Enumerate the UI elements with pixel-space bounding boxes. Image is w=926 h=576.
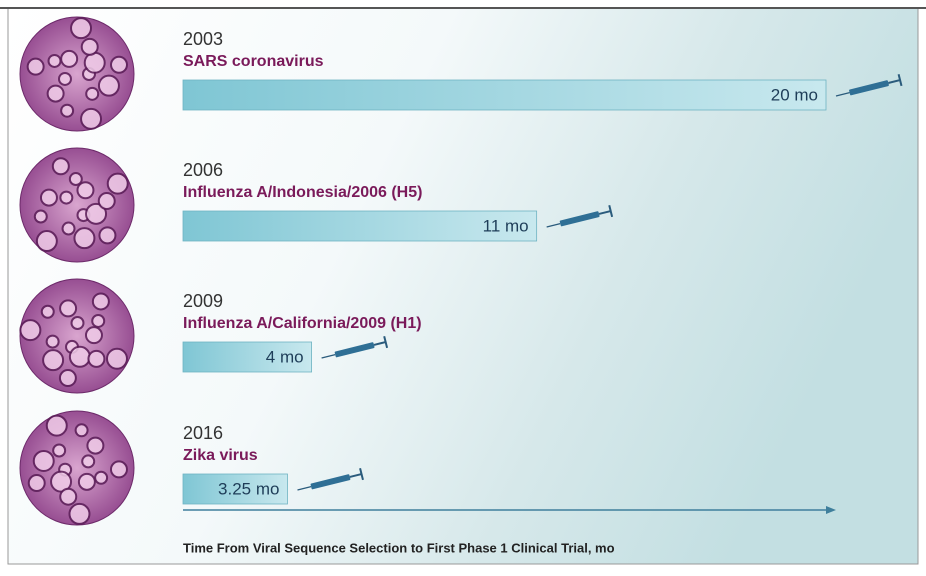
value-label: 3.25 mo xyxy=(218,479,279,498)
micrograph-particle xyxy=(99,76,119,96)
micrograph-particle xyxy=(34,451,54,471)
year-label: 2009 xyxy=(183,291,223,311)
micrograph-particle xyxy=(61,51,77,67)
micrograph-particle xyxy=(70,347,90,367)
micrograph-particle xyxy=(108,174,128,194)
micrograph-particle xyxy=(61,105,73,117)
micrograph-particle xyxy=(69,504,89,524)
year-label: 2006 xyxy=(183,160,223,180)
micrograph-particle xyxy=(99,227,115,243)
micrograph-particle xyxy=(28,59,44,75)
micrograph-particle xyxy=(76,424,88,436)
micrograph-particle xyxy=(71,18,91,38)
micrograph-particle xyxy=(49,55,61,67)
micrograph-particle xyxy=(60,489,76,505)
year-label: 2016 xyxy=(183,423,223,443)
category-label: SARS coronavirus xyxy=(183,53,324,70)
micrograph-particle xyxy=(53,158,69,174)
category-label: Influenza A/Indonesia/2006 (H5) xyxy=(183,184,422,201)
micrograph-particle xyxy=(79,474,95,490)
bar xyxy=(183,80,826,110)
micrograph-particle xyxy=(82,39,98,55)
chart: Time From Viral Sequence Selection to Fi… xyxy=(0,0,926,571)
micrograph-particle xyxy=(60,300,76,316)
micrograph-particle xyxy=(37,231,57,251)
micrograph-particle xyxy=(95,472,107,484)
micrograph-particle xyxy=(41,190,57,206)
value-label: 20 mo xyxy=(771,85,818,104)
micrograph-particle xyxy=(59,73,71,85)
micrograph-particle xyxy=(82,455,94,467)
micrograph-particle xyxy=(85,53,105,73)
micrograph-particle xyxy=(42,306,54,318)
micrograph-particle xyxy=(60,192,72,204)
micrograph-particle xyxy=(107,349,127,369)
micrograph-particle xyxy=(43,350,63,370)
micrograph-particle xyxy=(92,315,104,327)
micrograph-particle xyxy=(93,293,109,309)
category-label: Zika virus xyxy=(183,447,258,464)
micrograph-particle xyxy=(63,223,75,235)
micrograph-particle xyxy=(71,317,83,329)
micrograph-particle xyxy=(47,336,59,348)
micrograph-particle xyxy=(47,416,67,436)
x-axis-label: Time From Viral Sequence Selection to Fi… xyxy=(183,540,615,555)
micrograph-particle xyxy=(74,228,94,248)
micrograph-particle xyxy=(99,193,115,209)
micrograph-particle xyxy=(111,461,127,477)
micrograph-particle xyxy=(86,327,102,343)
micrograph-particle xyxy=(48,86,64,102)
category-label: Influenza A/California/2009 (H1) xyxy=(183,315,422,332)
year-label: 2003 xyxy=(183,29,223,49)
micrograph-particle xyxy=(29,475,45,491)
micrograph-particle xyxy=(20,320,40,340)
micrograph-particle xyxy=(35,211,47,223)
micrograph-particle xyxy=(53,445,65,457)
micrograph-particle xyxy=(88,351,104,367)
value-label: 4 mo xyxy=(266,347,304,366)
micrograph-particle xyxy=(111,57,127,73)
micrograph-particle xyxy=(60,370,76,386)
value-label: 11 mo xyxy=(483,216,529,235)
micrograph-particle xyxy=(86,88,98,100)
micrograph-particle xyxy=(87,438,103,454)
micrograph-particle xyxy=(81,109,101,129)
micrograph-particle xyxy=(70,173,82,185)
